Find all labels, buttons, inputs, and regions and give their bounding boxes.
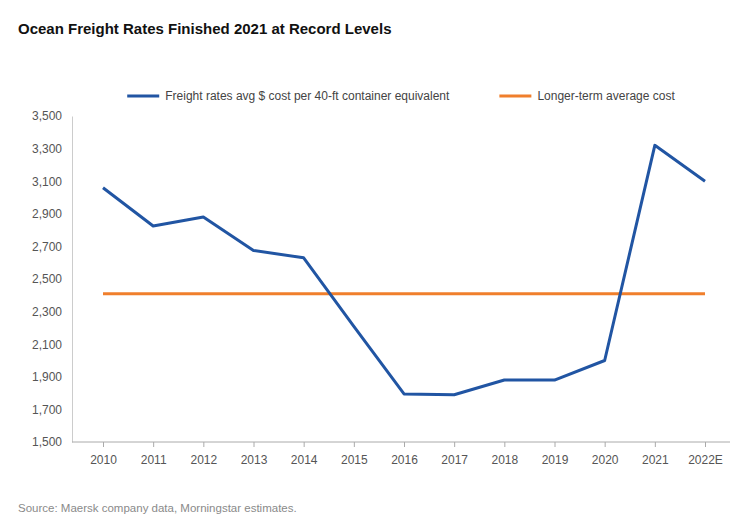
x-tick-label: 2022E	[688, 453, 723, 467]
x-tick-label: 2014	[291, 453, 318, 467]
x-tick: 2016	[391, 442, 418, 467]
y-tick-label: 1,700	[32, 403, 62, 417]
y-tick-label: 3,500	[32, 109, 62, 123]
y-tick: 1,700	[32, 403, 72, 417]
x-tick-mark	[605, 442, 606, 447]
x-tick-mark	[354, 442, 355, 447]
x-tick-label: 2017	[441, 453, 468, 467]
y-tick: 1,900	[32, 370, 72, 384]
x-tick: 2020	[592, 442, 619, 467]
y-tick-label: 2,100	[32, 338, 62, 352]
legend-swatch	[499, 95, 531, 98]
y-tick-label: 3,300	[32, 142, 62, 156]
x-tick-mark	[254, 442, 255, 447]
x-tick-mark	[103, 442, 104, 447]
x-tick: 2018	[491, 442, 518, 467]
x-tick: 2012	[190, 442, 217, 467]
y-tick: 3,100	[32, 175, 72, 189]
x-tick: 2015	[341, 442, 368, 467]
x-tick-mark	[203, 442, 204, 447]
y-tick: 2,100	[32, 338, 72, 352]
legend-label: Longer-term average cost	[537, 89, 675, 103]
y-tick-label: 1,900	[32, 370, 62, 384]
title: Ocean Freight Rates Finished 2021 at Rec…	[18, 20, 391, 37]
x-tick-label: 2018	[491, 453, 518, 467]
chart: Ocean Freight Rates Finished 2021 at Rec…	[0, 0, 750, 530]
y-tick: 2,300	[32, 305, 72, 319]
x-tick: 2022E	[688, 442, 723, 467]
x-tick-mark	[153, 442, 154, 447]
x-tick-mark	[655, 442, 656, 447]
x-tick-label: 2021	[642, 453, 669, 467]
y-axis-line	[72, 117, 73, 443]
y-tick: 2,700	[32, 240, 72, 254]
x-tick-label: 2016	[391, 453, 418, 467]
source: Source: Maersk company data, Morningstar…	[18, 502, 297, 514]
x-tick-mark	[404, 442, 405, 447]
series-line	[103, 292, 705, 295]
x-tick-mark	[304, 442, 305, 447]
x-tick: 2019	[542, 442, 569, 467]
legend-label: Freight rates avg $ cost per 40-ft conta…	[165, 89, 450, 103]
x-tick-label: 2019	[542, 453, 569, 467]
x-tick: 2011	[141, 442, 167, 467]
legend: Freight rates avg $ cost per 40-ft conta…	[127, 89, 675, 103]
x-axis-line	[72, 442, 730, 443]
series-line	[103, 145, 705, 394]
x-tick-label: 2011	[141, 453, 167, 467]
legend-swatch	[127, 95, 159, 98]
x-tick-mark	[705, 442, 706, 447]
x-tick-mark	[504, 442, 505, 447]
y-tick: 1,500	[32, 435, 72, 449]
x-axis: 2010 2011 2012 2013 2014 2015 2016 2017 2018 2019…	[72, 442, 730, 467]
y-tick: 3,300	[32, 142, 72, 156]
x-tick-mark	[454, 442, 455, 447]
y-tick-label: 1,500	[32, 435, 62, 449]
x-tick-label: 2010	[90, 453, 117, 467]
y-tick-label: 2,500	[32, 272, 62, 286]
y-axis: 1,500 1,700 1,900 2,100 2,300 2,500 2,700 2,900…	[32, 109, 73, 449]
legend-item: Longer-term average cost	[499, 89, 675, 103]
x-tick-label: 2012	[190, 453, 217, 467]
x-tick-mark	[555, 442, 556, 447]
y-tick: 3,500	[32, 109, 72, 123]
y-tick-label: 2,900	[32, 207, 62, 221]
x-tick: 2010	[90, 442, 117, 467]
x-tick-label: 2013	[241, 453, 268, 467]
y-tick-label: 2,700	[32, 240, 62, 254]
plot-area	[103, 145, 705, 394]
y-tick-label: 3,100	[32, 175, 62, 189]
x-tick-label: 2015	[341, 453, 368, 467]
x-tick: 2021	[642, 442, 669, 467]
y-tick: 2,900	[32, 207, 72, 221]
x-tick: 2014	[291, 442, 318, 467]
x-tick: 2013	[241, 442, 268, 467]
y-tick: 2,500	[32, 272, 72, 286]
x-tick: 2017	[441, 442, 468, 467]
x-tick-label: 2020	[592, 453, 619, 467]
y-tick-label: 2,300	[32, 305, 62, 319]
legend-item: Freight rates avg $ cost per 40-ft conta…	[127, 89, 450, 103]
